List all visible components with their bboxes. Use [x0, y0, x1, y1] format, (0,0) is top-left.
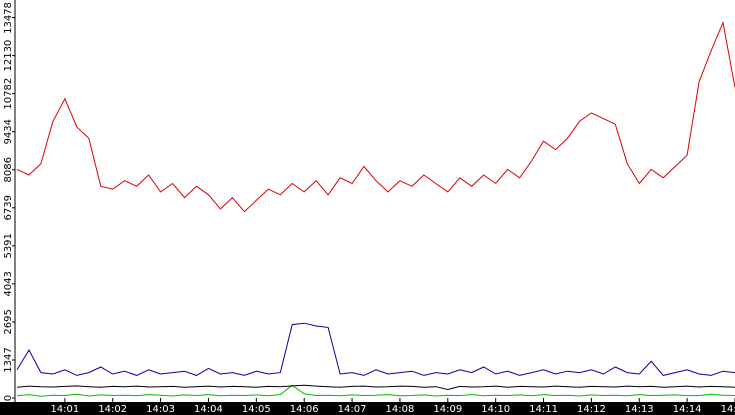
y-tick-label: 2695	[3, 309, 14, 334]
x-tick-label: 14:01	[50, 404, 79, 415]
x-tick-label: 14:13	[625, 404, 654, 415]
y-tick-label: 1347	[3, 347, 14, 372]
y-tick-label: 4043	[3, 271, 14, 296]
y-tick-label: 6739	[3, 195, 14, 220]
y-tick-label: 9434	[3, 119, 14, 144]
series-line	[16, 384, 735, 397]
series-line	[16, 384, 735, 391]
x-tick-label: 14:12	[577, 404, 606, 415]
x-tick-label: 14:03	[146, 404, 175, 415]
x-tick-label: 14:02	[98, 404, 127, 415]
x-tick-label: 14:05	[242, 404, 271, 415]
x-tick-label: 14:06	[290, 404, 319, 415]
x-tick-label: 14:11	[529, 404, 558, 415]
x-tick-label: 14:08	[386, 404, 415, 415]
y-tick-label: 8086	[3, 157, 14, 182]
y-tick-label: 0	[3, 395, 14, 401]
x-tick-label: 14:04	[194, 404, 223, 415]
x-tick-label: 14:09	[433, 404, 462, 415]
x-axis-bar	[0, 402, 735, 415]
x-tick-label: 14:15	[721, 404, 735, 415]
y-tick-label: 10782	[3, 78, 14, 110]
x-tick-label: 14:14	[673, 404, 702, 415]
y-tick-label: 5391	[3, 233, 14, 258]
x-tick-label: 14:07	[338, 404, 367, 415]
series-line	[16, 322, 735, 376]
series-line	[16, 20, 735, 213]
y-tick-label: 13478	[3, 2, 14, 34]
x-tick-label: 14:10	[481, 404, 510, 415]
y-tick-label: 12130	[3, 40, 14, 72]
